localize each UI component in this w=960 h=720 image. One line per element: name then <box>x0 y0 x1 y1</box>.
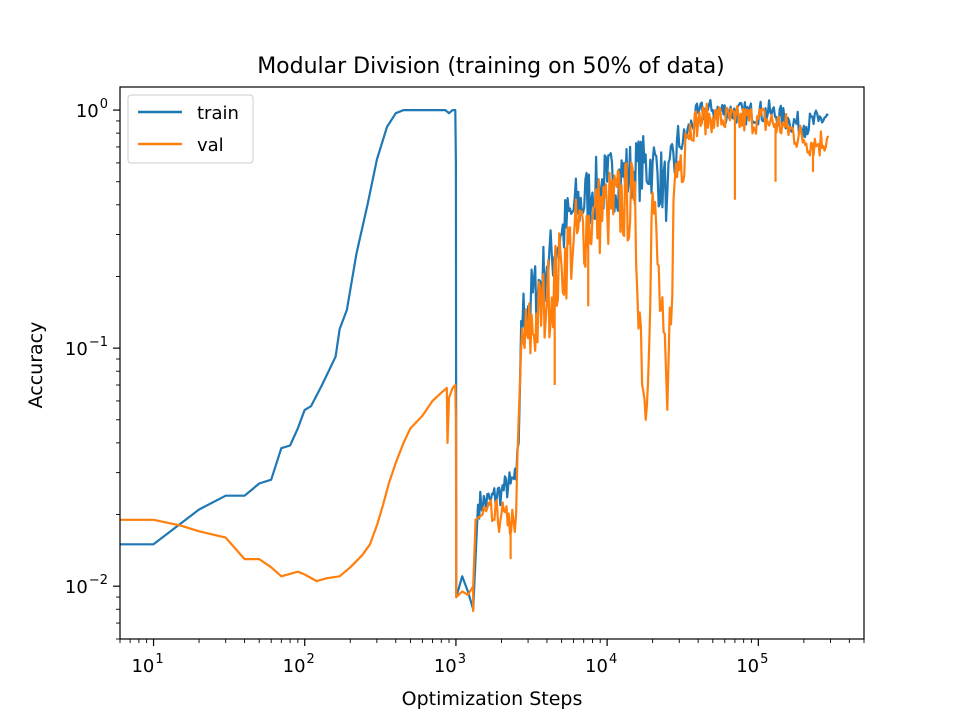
y-tick-label: 10−2 <box>65 573 108 598</box>
legend-train-label: train <box>197 103 239 124</box>
plot-lines <box>120 98 830 612</box>
series-line-val <box>120 102 830 599</box>
chart-title: Modular Division (training on 50% of dat… <box>257 54 725 79</box>
x-tick-label: 105 <box>736 652 768 677</box>
x-tick-label: 104 <box>585 652 617 677</box>
y-tick-label: 100 <box>76 97 108 122</box>
y-axis-label: Accuracy <box>25 322 47 409</box>
x-axis-label: Optimization Steps <box>402 688 583 710</box>
y-axis-ticks: 10−2 10−1 100 <box>65 97 120 640</box>
x-tick-label: 101 <box>131 652 163 677</box>
x-axis-ticks: 101 102 103 104 105 <box>119 639 865 677</box>
y-tick-label: 10−1 <box>65 335 108 360</box>
x-tick-label: 103 <box>434 652 466 677</box>
legend-val-label: val <box>197 135 224 156</box>
plot-frame <box>119 86 865 640</box>
x-tick-label: 102 <box>283 652 315 677</box>
legend: train val <box>127 94 254 164</box>
